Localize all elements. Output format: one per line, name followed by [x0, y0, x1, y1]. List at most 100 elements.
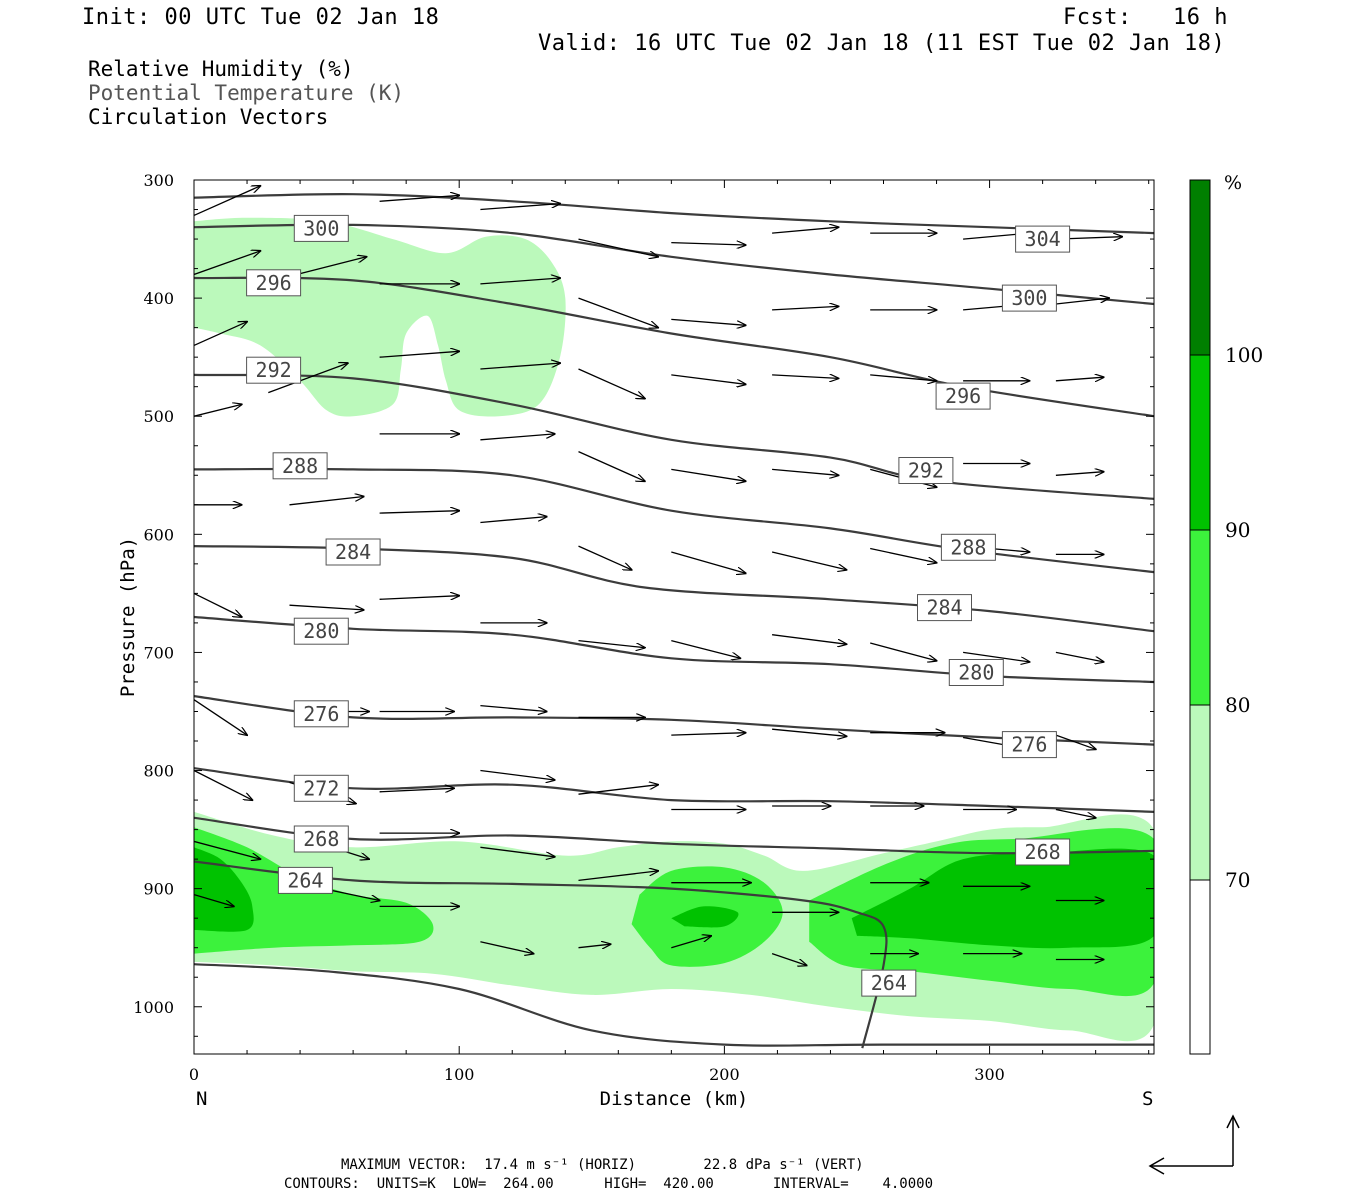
colorbar-label: 80 [1225, 693, 1250, 717]
reference-vector-icon [1148, 1114, 1240, 1175]
theta-contour-276 [194, 695, 1154, 746]
contour-label-box [246, 356, 302, 384]
contour-label-300: 300 [303, 216, 339, 240]
circulation-vector [194, 840, 260, 859]
circulation-vector [870, 547, 936, 563]
contour-label-box [246, 269, 302, 297]
colorbar-segment [1190, 530, 1210, 705]
circulation-vector [480, 517, 546, 524]
circulation-vector [771, 952, 807, 966]
circulation-vector [194, 322, 247, 346]
plot-frame [193, 179, 1155, 1055]
contour-label-280: 280 [303, 619, 339, 643]
rh-region-90-100-5 [194, 847, 254, 932]
colorbar-segment [1190, 705, 1210, 880]
contour-label-box [1001, 731, 1057, 759]
contour-label-296: 296 [256, 271, 292, 295]
circulation-vector [1055, 651, 1104, 662]
contour-label-box [293, 214, 349, 242]
circulation-vector [578, 871, 659, 882]
contour-label-box [1001, 284, 1057, 312]
y-axis-title: Pressure (hPa) [117, 537, 139, 697]
circulation-vector [480, 941, 533, 954]
circulation-vector [379, 195, 460, 202]
circulation-vector [194, 251, 260, 276]
contour-label-box [948, 659, 1004, 686]
contour-label-box [293, 825, 349, 853]
circulation-vector [578, 238, 659, 257]
legend-vectors: Circulation Vectors [88, 105, 329, 129]
contour-label-284: 284 [335, 540, 371, 564]
circulation-vector [194, 699, 247, 735]
circulation-vector [194, 769, 252, 801]
circulation-vector [578, 297, 659, 328]
circulation-vector [1055, 298, 1109, 305]
colorbar: 70 80 90 100 [1189, 179, 1263, 1055]
circulation-vector [379, 788, 454, 792]
colorbar-segment [1190, 180, 1210, 355]
circulation-vector [379, 511, 460, 513]
circulation-vector [578, 944, 611, 948]
circulation-vector [480, 363, 560, 370]
circulation-vector [194, 186, 260, 216]
contour-label-box [277, 866, 333, 894]
colorbar-label: 100 [1225, 343, 1263, 367]
circulation-vector [480, 434, 554, 441]
rh-region-90-100-6 [671, 906, 739, 928]
colorbar-segment [1190, 880, 1210, 1054]
circulation-vector [480, 278, 560, 285]
circulation-vector [870, 642, 936, 661]
colorbar-segment [1190, 355, 1210, 530]
contour-label-box [940, 533, 996, 561]
circulation-vector [772, 634, 846, 645]
rh-region-70-80-0 [194, 217, 566, 417]
colorbar-frame [1189, 179, 1211, 1055]
contour-label-box [861, 969, 917, 997]
contour-label-300: 300 [1011, 286, 1047, 310]
contour-label-276: 276 [1011, 733, 1047, 757]
max-vector-note: MAXIMUM VECTOR: 17.4 m s⁻¹ (HORIZ) 22.8 … [341, 1157, 864, 1173]
contour-label-box [293, 617, 349, 645]
y-tick-label: 500 [143, 407, 174, 426]
circulation-vector [1055, 808, 1096, 818]
contour-label-box [272, 452, 328, 480]
circulation-vector [772, 468, 838, 475]
circulation-vector [268, 363, 348, 394]
contour-label-276: 276 [303, 702, 339, 726]
x-axis-title: Distance (km) [600, 1088, 749, 1110]
circulation-vector [578, 639, 645, 648]
x-tick-label: 100 [444, 1065, 475, 1084]
circulation-vector [671, 936, 711, 949]
theta-contour-264 [194, 860, 888, 1049]
circulation-vector [578, 368, 645, 399]
x-tick-label: 300 [974, 1065, 1005, 1084]
theta-contour-268 [194, 816, 1154, 855]
circulation-vector [671, 374, 745, 384]
contour-label-292: 292 [256, 358, 292, 382]
init-time: Init: 00 UTC Tue 02 Jan 18 [82, 5, 440, 30]
contour-label-box [898, 457, 954, 484]
theta-contour-304 [194, 193, 1154, 235]
colorbar-unit: % [1224, 172, 1242, 194]
contour-label-box [1015, 225, 1071, 253]
contour-label-box [935, 382, 991, 410]
circulation-vector [772, 227, 838, 234]
circulation-vector [480, 204, 560, 211]
circulation-vector [671, 733, 745, 735]
contour-label-264: 264 [287, 868, 323, 892]
circulation-vector [671, 551, 745, 573]
circulation-vector [289, 497, 364, 506]
theta-contour-300 [194, 223, 1154, 306]
y-tick-label: 1000 [133, 998, 174, 1017]
north-label: N [196, 1088, 207, 1110]
circulation-vector [578, 451, 645, 482]
contour-labels: 304 300 300 296 296 292 292 288 288 284 284 280 280 2… [246, 214, 1071, 997]
circulation-vector [772, 306, 838, 310]
contour-label-box [293, 700, 349, 728]
contour-label-box [917, 594, 972, 622]
circulation-vector [772, 375, 838, 379]
axes: 300 400 500 600 700 800 900 1000 0 100 200 300 [133, 171, 1154, 1084]
y-tick-label: 300 [143, 171, 174, 190]
valid-time: Valid: 16 UTC Tue 02 Jan 18 (11 EST Tue … [538, 31, 1226, 56]
